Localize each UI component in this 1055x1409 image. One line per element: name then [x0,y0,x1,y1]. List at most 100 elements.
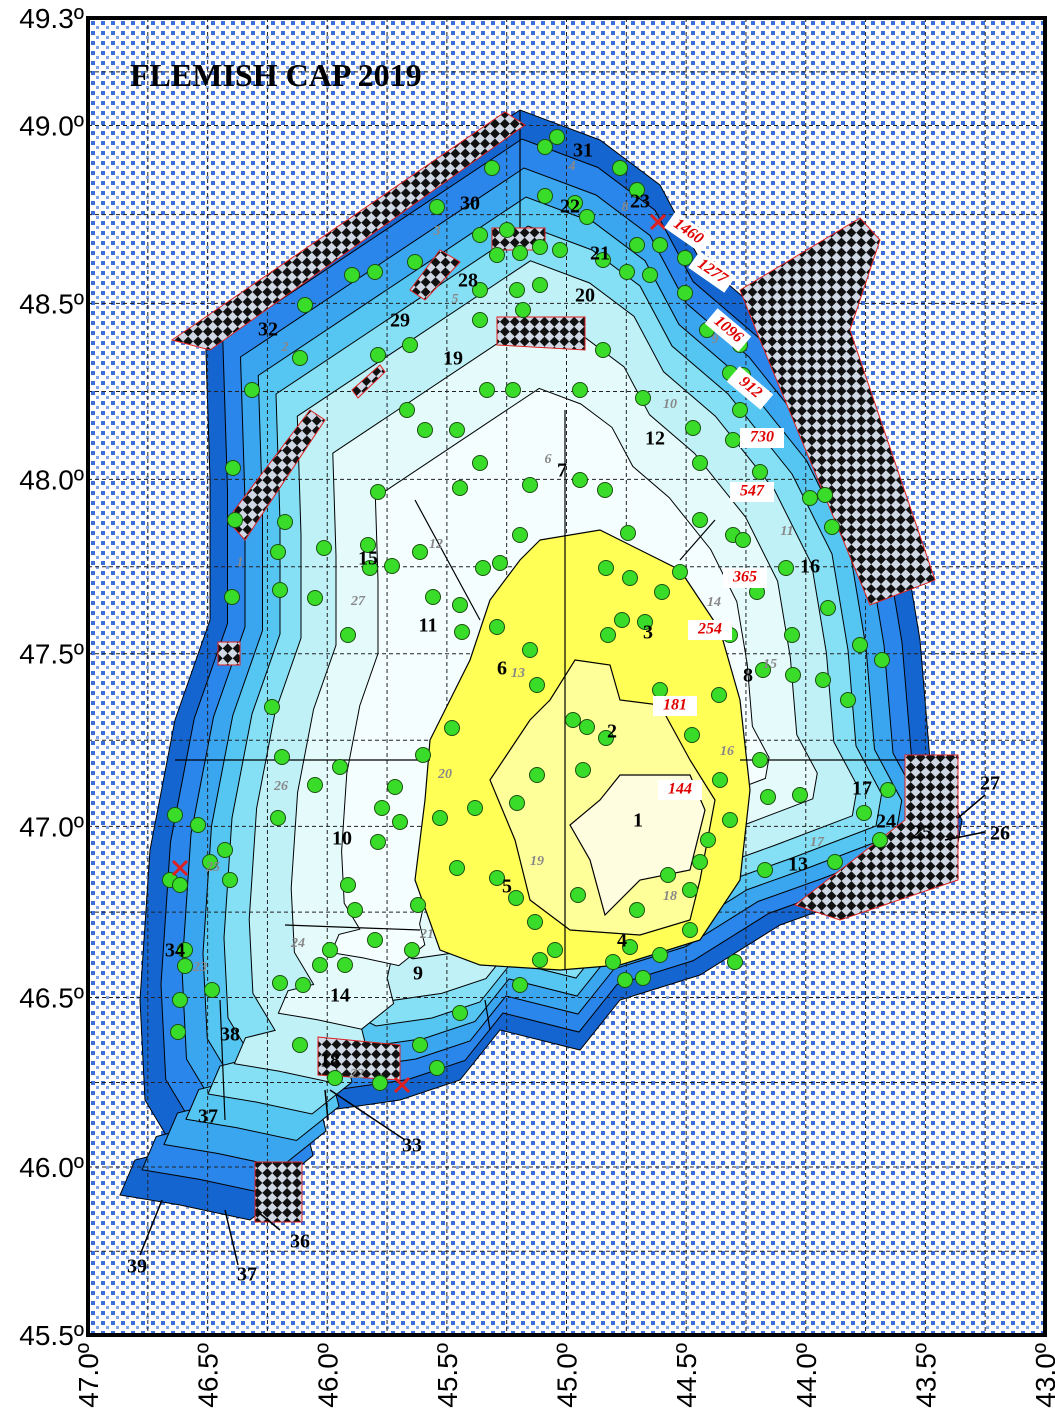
grey-label: 13 [511,666,525,681]
station [475,560,491,576]
station [572,472,588,488]
station [617,972,633,988]
station [532,239,548,255]
stratum-label: 30 [460,193,480,215]
station [579,719,595,735]
grey-label: 11 [780,524,793,539]
y-tick-label: 45.5º [19,1320,84,1351]
station [222,872,238,888]
station [570,887,586,903]
station [567,195,583,211]
station [508,890,524,906]
stratum-label: 9 [413,963,423,985]
station [700,832,716,848]
station [297,297,313,313]
station [527,914,543,930]
station [407,254,423,270]
station [264,699,280,715]
station [387,779,403,795]
station [654,584,670,600]
depth-label-bg [726,366,774,410]
stratum-label: 38 [220,1024,240,1046]
station [537,139,553,155]
x-tick-label: 45.5º [432,1343,463,1408]
station [372,1075,388,1091]
station [190,817,206,833]
station [549,129,565,145]
station [484,160,500,176]
station [370,834,386,850]
station [757,862,773,878]
station [327,1070,343,1086]
y-tick-label: 48.0º [19,464,84,495]
station [515,302,531,318]
stratum-label: 7 [557,460,567,482]
station [635,390,651,406]
stratum-label: 2 [607,721,617,743]
station [614,612,630,628]
depth-label-bg [653,696,697,716]
depth-label-bg [688,620,732,640]
station [479,382,495,398]
station [619,264,635,280]
station [340,627,356,643]
station [852,637,868,653]
station [167,807,183,823]
station [522,477,538,493]
station [295,977,311,993]
station [316,540,332,556]
grey-label: 2 [281,340,289,355]
stratum-label: 4 [617,930,627,952]
grey-label: 5 [452,292,459,307]
station [225,460,241,476]
stratum-label: 39 [127,1256,147,1278]
station [820,600,836,616]
station [677,250,693,266]
x-tick-label: 43.5º [910,1343,941,1408]
y-tick-label: 46.5º [19,982,84,1013]
station [492,555,508,571]
station [270,810,286,826]
grey-label: 24 [290,936,305,951]
x-tick-label: 45.0º [552,1343,583,1408]
station [270,544,286,560]
station [449,860,465,876]
station [575,762,591,778]
stratum-label: 3 [643,622,653,644]
depth-label: 181 [663,697,687,714]
station [340,877,356,893]
station [170,1024,186,1040]
station [412,544,428,560]
station [652,947,668,963]
station [792,787,808,803]
x-tick-label: 44.5º [671,1343,702,1408]
station [425,589,441,605]
station [552,242,568,258]
depth-label-bg [658,780,702,800]
station [467,800,483,816]
station [272,975,288,991]
station [362,560,378,576]
station [802,490,818,506]
station [622,570,638,586]
station [732,402,748,418]
station [177,942,193,958]
grey-label: 17 [810,835,825,850]
grey-label: 12 [429,537,443,552]
grey-label: 10 [663,397,677,412]
station [660,867,676,883]
y-tick-label: 47.0º [19,811,84,842]
stratum-label: 18 [320,1050,340,1072]
station [684,727,700,743]
grey-label: 22 [349,1067,364,1082]
stratum-label: 21 [590,243,610,265]
station [505,382,521,398]
station [785,667,801,683]
station [629,182,645,198]
stratum-label: 14 [330,985,350,1007]
station [444,720,460,736]
station [370,484,386,500]
station [565,712,581,728]
station [472,282,488,298]
